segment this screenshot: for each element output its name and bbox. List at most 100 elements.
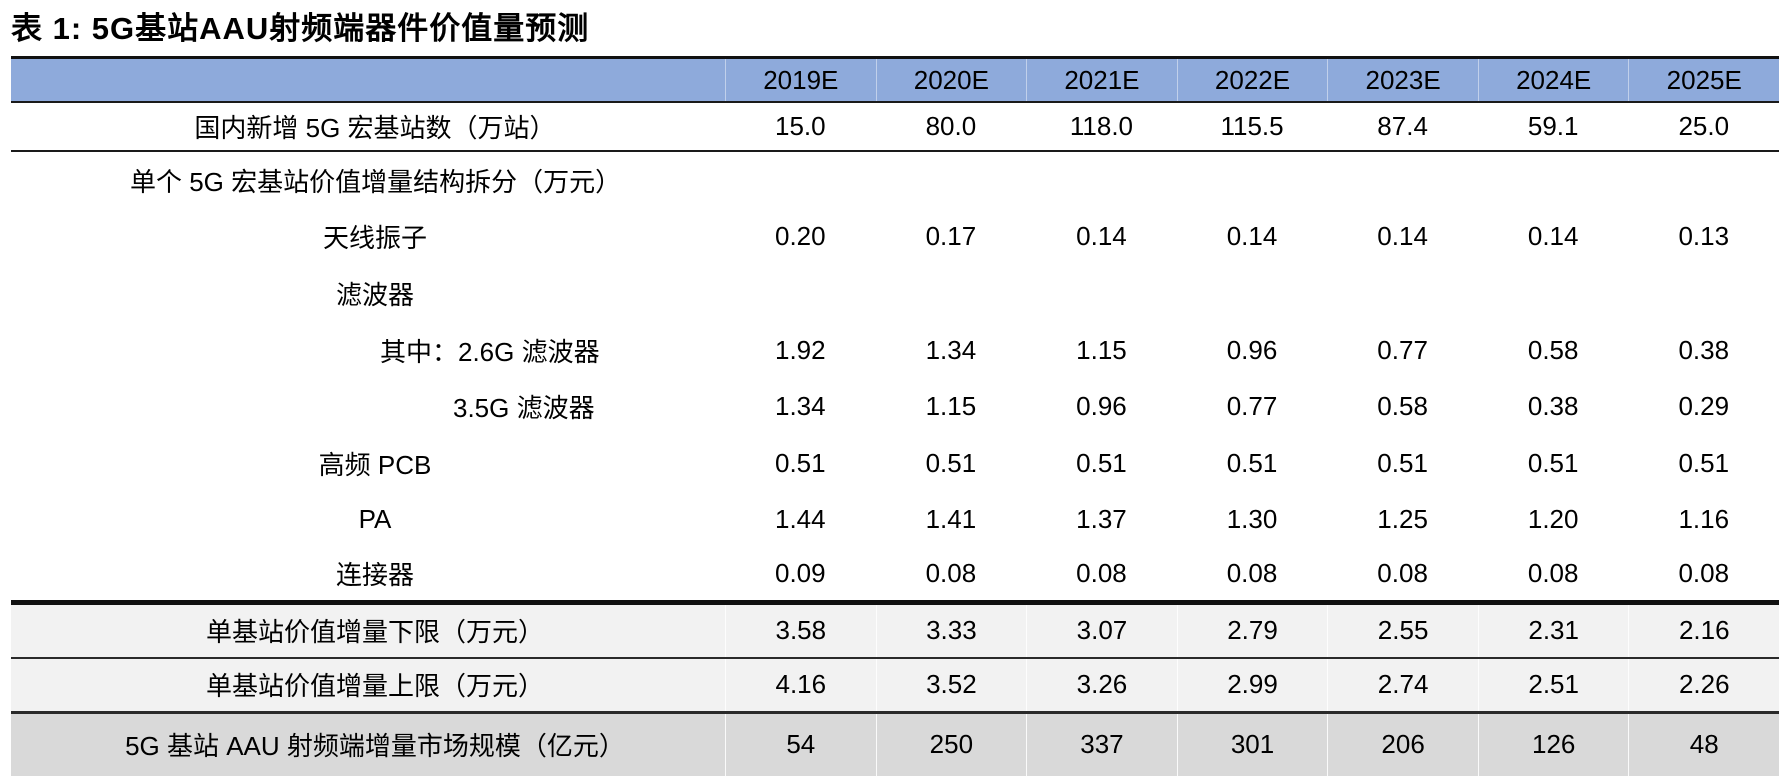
value-cell: 1.34	[925, 334, 977, 365]
row-label: 3.5G 滤波器	[453, 393, 595, 424]
value-cell: 0.51	[1527, 447, 1579, 478]
forecast-table: 2019E 2020E 2021E 2022E 2023E 2024E 2025E 国内新增…	[11, 59, 1779, 776]
table-row: 单个 5G 宏基站价值增量结构拆分（万元）	[11, 152, 1779, 209]
value-cell: 0.96	[1226, 334, 1278, 365]
value-cell: 126	[1477, 713, 1629, 776]
value-cell: 301	[1176, 713, 1328, 776]
value-cell: 25.0	[1678, 111, 1730, 141]
value-cell: 0.08	[1678, 558, 1730, 589]
value-cell: 3.07	[1026, 604, 1177, 657]
table-row: 连接器 0.09 0.08 0.08 0.08 0.08 0.08 0.08	[11, 548, 1779, 605]
row-label: 其中：2.6G 滤波器	[380, 336, 600, 367]
value-cell: 0.08	[1226, 558, 1278, 589]
row-label: 天线振子	[322, 223, 427, 254]
value-cell: 2.31	[1477, 604, 1629, 657]
value-cell: 3.58	[725, 604, 876, 657]
value-cell: 2.74	[1327, 658, 1478, 711]
value-cell: 87.4	[1377, 111, 1428, 141]
value-cell: 0.14	[1377, 221, 1428, 252]
value-cell: 118.0	[1069, 111, 1134, 141]
value-cell: 1.44	[774, 504, 826, 535]
row-label: 滤波器	[335, 279, 414, 310]
value-cell: 48	[1628, 713, 1779, 776]
value-cell: 2.16	[1628, 604, 1779, 657]
value-cell: 1.15	[925, 391, 977, 422]
value-cell: 115.5	[1220, 111, 1284, 141]
value-cell: 0.77	[1226, 391, 1278, 422]
value-cell: 15.0	[774, 111, 826, 141]
value-cell: 1.92	[774, 334, 826, 365]
value-cell: 1.25	[1377, 504, 1428, 535]
value-cell: 1.15	[1076, 334, 1127, 365]
table-title: 表 1: 5G基站AAU射频端器件价值量预测	[11, 11, 590, 46]
value-cell: 0.38	[1527, 391, 1579, 422]
value-cell: 0.17	[925, 221, 977, 252]
value-cell: 80.0	[925, 111, 977, 141]
value-cell: 0.51	[925, 447, 977, 478]
value-cell: 0.08	[1076, 558, 1127, 589]
column-header: 2025E	[1628, 59, 1779, 101]
value-cell: 0.14	[1226, 221, 1278, 252]
value-cell: 4.16	[725, 658, 876, 711]
column-header: 2024E	[1477, 59, 1629, 101]
value-cell: 2.99	[1176, 658, 1328, 711]
value-cell: 0.14	[1527, 221, 1579, 252]
table-body: 国内新增 5G 宏基站数（万站） 15.0 80.0 118.0 115.5 87.4 59…	[11, 103, 1779, 776]
table-row: 单基站价值增量下限（万元） 3.58 3.33 3.07 2.79 2.55 2.31 2.1…	[11, 604, 1779, 659]
table-row: 高频 PCB 0.51 0.51 0.51 0.51 0.51 0.51 0.51	[11, 435, 1779, 492]
value-cell: 0.51	[774, 447, 826, 478]
value-cell: 1.41	[925, 504, 977, 535]
column-header: 2019E	[725, 59, 876, 101]
value-cell: 2.26	[1628, 658, 1779, 711]
value-cell: 1.34	[774, 391, 826, 422]
value-cell: 0.96	[1076, 391, 1127, 422]
row-label: 单基站价值增量上限（万元）	[205, 671, 544, 702]
value-cell: 0.51	[1678, 447, 1730, 478]
row-label: 单个 5G 宏基站价值增量结构拆分（万元）	[130, 166, 622, 197]
value-cell: 1.37	[1076, 504, 1127, 535]
table-row: 国内新增 5G 宏基站数（万站） 15.0 80.0 118.0 115.5 87.4 59…	[11, 103, 1779, 152]
value-cell: 0.20	[774, 221, 826, 252]
table-row: PA 1.44 1.41 1.37 1.30 1.25 1.20 1.16	[11, 492, 1779, 549]
value-cell: 0.08	[925, 558, 977, 589]
value-cell: 0.51	[1377, 447, 1428, 478]
row-label: 高频 PCB	[318, 449, 432, 480]
table-row: 天线振子 0.20 0.17 0.14 0.14 0.14 0.14 0.13	[11, 209, 1779, 266]
value-cell: 0.38	[1678, 334, 1730, 365]
value-cell: 59.1	[1527, 111, 1579, 141]
table-row: 其中：2.6G 滤波器 1.92 1.34 1.15 0.96 0.77 0.58 0.38	[11, 322, 1779, 379]
value-cell: 0.51	[1226, 447, 1278, 478]
value-cell: 1.30	[1226, 504, 1278, 535]
value-cell: 0.29	[1678, 391, 1730, 422]
value-cell: 0.77	[1377, 334, 1428, 365]
value-cell: 1.20	[1527, 504, 1579, 535]
value-cell: 2.55	[1327, 604, 1478, 657]
row-label: PA	[358, 504, 392, 535]
value-cell: 2.79	[1176, 604, 1328, 657]
table-row: 单基站价值增量上限（万元） 4.16 3.52 3.26 2.99 2.74 2.51 2.2…	[11, 658, 1779, 714]
value-cell: 3.26	[1026, 658, 1177, 711]
value-cell: 250	[875, 713, 1027, 776]
row-label: 5G 基站 AAU 射频端增量市场规模（亿元）	[125, 731, 625, 762]
value-cell: 0.08	[1377, 558, 1428, 589]
value-cell: 0.51	[1076, 447, 1127, 478]
value-cell: 1.16	[1678, 504, 1730, 535]
table-row: 5G 基站 AAU 射频端增量市场规模（亿元） 54 250 337 301 206 126…	[11, 713, 1779, 776]
value-cell: 206	[1327, 713, 1478, 776]
value-cell: 0.08	[1527, 558, 1579, 589]
value-cell: 2.51	[1477, 658, 1629, 711]
table-title-block: 表 1: 5G基站AAU射频端器件价值量预测	[11, 0, 1779, 59]
column-header: 2022E	[1176, 59, 1328, 101]
value-cell: 0.58	[1527, 334, 1579, 365]
value-cell: 3.52	[875, 658, 1027, 711]
header-row: 2019E 2020E 2021E 2022E 2023E 2024E 2025E	[11, 59, 1779, 103]
value-cell: 54	[725, 713, 876, 776]
value-cell: 0.09	[774, 558, 826, 589]
column-header: 2021E	[1026, 59, 1177, 101]
row-label: 连接器	[335, 560, 414, 591]
header-spacer	[11, 59, 725, 101]
row-label: 单基站价值增量下限（万元）	[205, 617, 544, 648]
value-cell: 337	[1026, 713, 1177, 776]
row-label: 国内新增 5G 宏基站数（万站）	[194, 113, 556, 143]
